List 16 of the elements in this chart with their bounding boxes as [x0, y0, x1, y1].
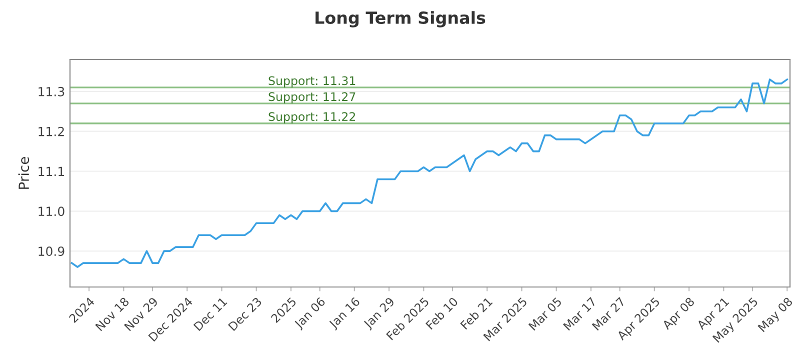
x-tick-label: Mar 05 — [528, 296, 562, 331]
x-tick-label: Feb 21 — [460, 296, 493, 330]
y-tick-label: 11.2 — [38, 126, 64, 136]
ref-line-label: Support: 11.27 — [268, 92, 356, 104]
x-tick-label: Dec 23 — [228, 296, 262, 332]
y-axis-title: Price — [18, 157, 30, 189]
chart-title: Long Term Signals — [316, 11, 486, 28]
y-tick-label: 11.0 — [38, 206, 64, 216]
y-tick-label: 11.3 — [38, 86, 64, 96]
ref-line-label: Support: 11.31 — [268, 76, 356, 88]
y-tick-label: 11.1 — [38, 166, 64, 176]
x-tick-label: Jan 16 — [328, 296, 362, 331]
x-tick-label: Dec 11 — [193, 297, 228, 332]
ref-line-label: Support: 11.22 — [268, 112, 356, 124]
x-tick-label: Apr 08 — [662, 296, 697, 332]
y-tick-label: 10.9 — [38, 246, 64, 256]
